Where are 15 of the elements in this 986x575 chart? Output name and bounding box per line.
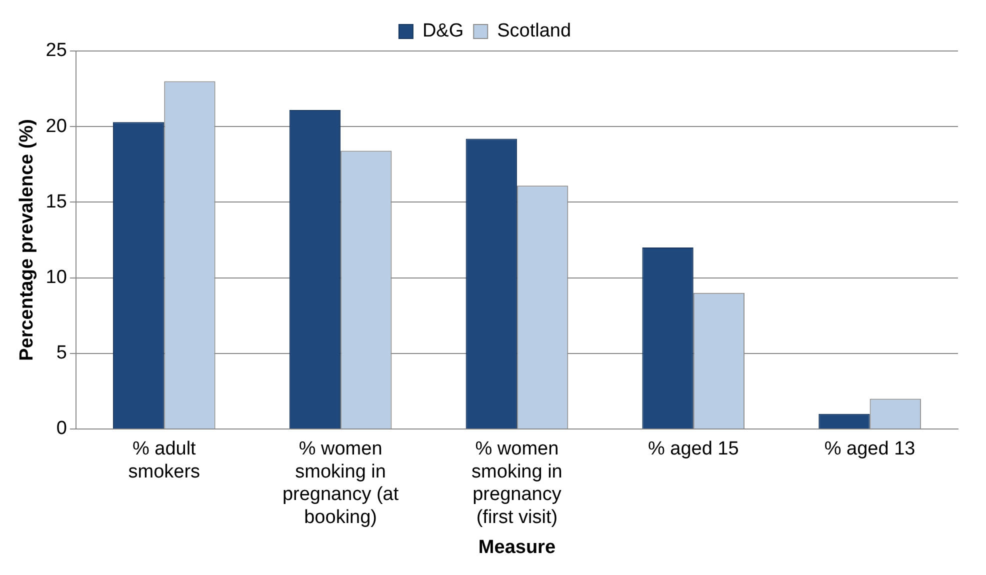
x-axis-title: Measure (478, 536, 556, 558)
y-tick-label: 5 (56, 342, 67, 364)
y-tick-label: 15 (46, 191, 67, 212)
legend-label: D&G (422, 20, 464, 42)
x-tick-label: % adult smokers (128, 438, 200, 482)
x-tick-label: % aged 15 (648, 438, 739, 460)
y-tick-label: 0 (56, 418, 67, 440)
legend-label: Scotland (497, 20, 572, 42)
y-axis-title: Percentage prevalence (%) (16, 119, 38, 361)
x-tick-label: % women smoking in pregnancy (first visit) (472, 438, 562, 528)
x-tick-label: % aged 13 (824, 438, 916, 460)
y-tick-label: 10 (46, 267, 67, 288)
y-tick-label: 20 (46, 116, 67, 137)
y-tick-label: 25 (46, 40, 67, 62)
x-tick-label: % women smoking in pregnancy (at booking) (282, 438, 400, 528)
